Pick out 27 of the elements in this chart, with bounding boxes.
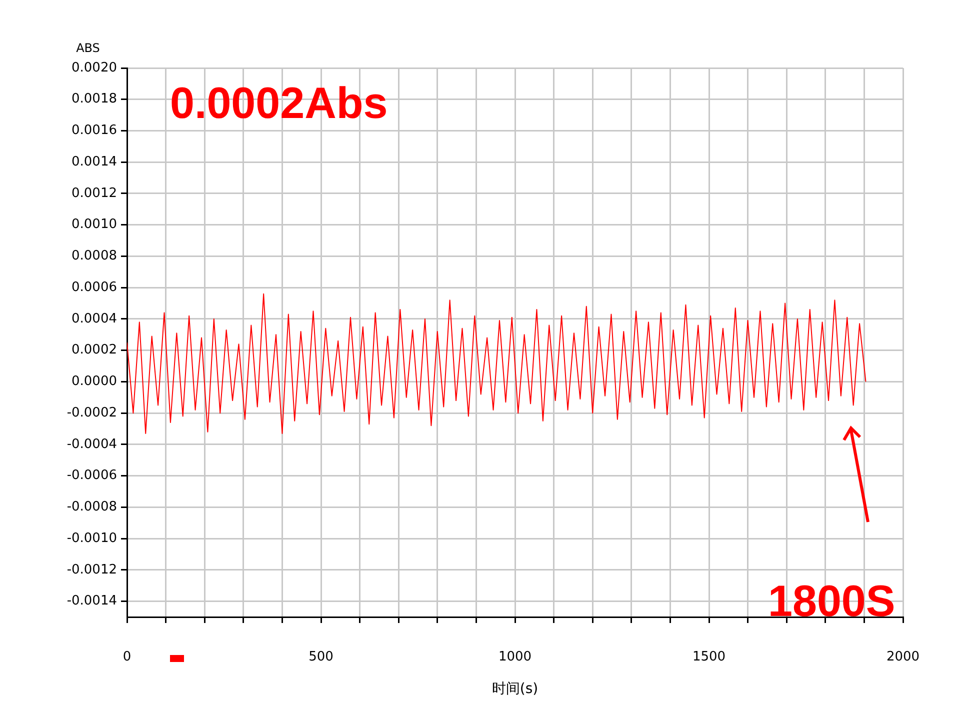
y-axis-title: ABS	[76, 41, 100, 55]
x-tick-label: 500	[308, 649, 334, 664]
y-tick-label: 0.0006	[72, 280, 117, 295]
x-tick-label: 2000	[886, 649, 920, 664]
y-tick-label: 0.0014	[72, 154, 117, 170]
x-tick-label: 1500	[692, 649, 726, 664]
y-tick-label: 0.0018	[72, 92, 117, 107]
y-tick-label: 0.0004	[72, 311, 117, 326]
annotation: 1800S	[768, 577, 896, 626]
x-tick-label: 1000	[498, 649, 532, 664]
y-tick-label: 0.0016	[72, 123, 117, 138]
y-tick-label: -0.0002	[66, 405, 117, 420]
y-tick-label: 0.0012	[72, 186, 117, 201]
x-axis-title: 时间(s)	[492, 681, 538, 698]
y-tick-label: -0.0010	[66, 530, 117, 546]
x-tick-label: 0	[122, 649, 132, 664]
y-tick-label: 0.0002	[72, 342, 117, 358]
y-tick-label: 0.0020	[72, 60, 117, 76]
y-tick-label: 0.0010	[72, 217, 117, 232]
y-tick-label: -0.0006	[66, 468, 117, 484]
annotation: 0.0002Abs	[170, 79, 388, 128]
y-tick-label: -0.0008	[66, 500, 117, 515]
y-tick-label: -0.0012	[66, 562, 117, 578]
y-tick-label: -0.0014	[66, 594, 117, 609]
y-tick-label: 0.0000	[72, 374, 117, 390]
y-tick-label: 0.0008	[72, 248, 117, 264]
y-tick-label: -0.0004	[66, 436, 117, 452]
